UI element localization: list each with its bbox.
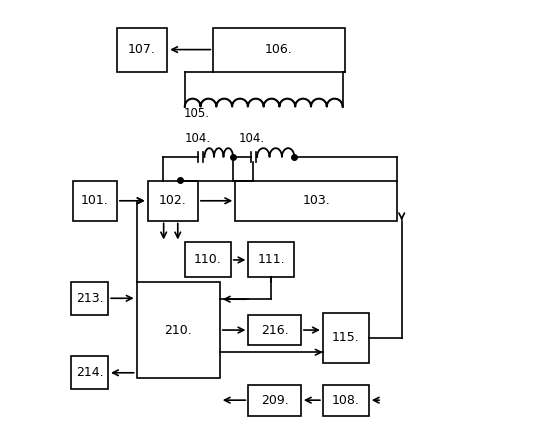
- Text: 213.: 213.: [76, 292, 103, 305]
- FancyBboxPatch shape: [213, 28, 345, 71]
- Text: 106.: 106.: [265, 43, 293, 56]
- Text: 102.: 102.: [159, 194, 186, 207]
- Text: 111.: 111.: [258, 254, 285, 266]
- FancyBboxPatch shape: [73, 181, 117, 220]
- FancyBboxPatch shape: [323, 385, 369, 415]
- FancyBboxPatch shape: [235, 181, 397, 220]
- FancyBboxPatch shape: [137, 282, 220, 378]
- Text: 101.: 101.: [81, 194, 109, 207]
- FancyBboxPatch shape: [248, 385, 301, 415]
- Text: 104.: 104.: [185, 132, 211, 145]
- Text: 107.: 107.: [128, 43, 156, 56]
- FancyBboxPatch shape: [185, 243, 231, 277]
- Text: 214.: 214.: [76, 366, 103, 379]
- FancyBboxPatch shape: [117, 28, 167, 71]
- FancyBboxPatch shape: [323, 313, 369, 363]
- Text: 108.: 108.: [332, 394, 360, 407]
- Text: 210.: 210.: [165, 324, 192, 336]
- Text: 105.: 105.: [184, 108, 210, 120]
- Text: 115.: 115.: [332, 331, 360, 344]
- Text: 209.: 209.: [261, 394, 288, 407]
- Text: 216.: 216.: [261, 324, 288, 336]
- FancyBboxPatch shape: [248, 315, 301, 345]
- FancyBboxPatch shape: [147, 181, 198, 220]
- FancyBboxPatch shape: [71, 282, 108, 315]
- Text: 110.: 110.: [194, 254, 222, 266]
- FancyBboxPatch shape: [248, 243, 294, 277]
- FancyBboxPatch shape: [71, 356, 108, 389]
- Text: 103.: 103.: [302, 194, 330, 207]
- Text: 104.: 104.: [238, 132, 264, 145]
